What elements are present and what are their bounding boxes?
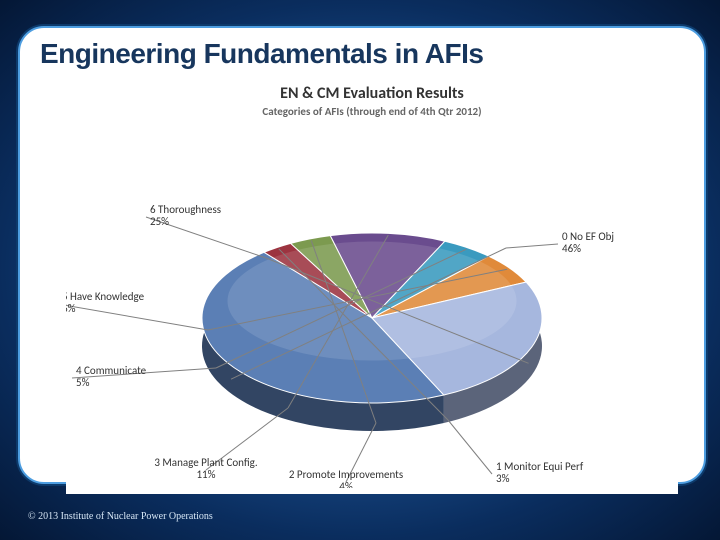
- content-frame: Engineering Fundamentals in AFIs EN & CM…: [18, 26, 706, 484]
- pie-chart: 0 No EF Obj46% 1 Monitor Equi Perf3% 2 Pro…: [66, 118, 678, 488]
- chart-area: EN & CM Evaluation Results Categories of…: [66, 84, 678, 494]
- slice-label: 2 Promote Improvements4%: [289, 468, 403, 488]
- chart-title: EN & CM Evaluation Results: [66, 84, 678, 103]
- leader-line: [66, 304, 208, 330]
- chart-subtitle: Categories of AFIs (through end of 4th Q…: [66, 105, 678, 118]
- slice-label: 0 No EF Obj46%: [562, 230, 614, 255]
- copyright-footer: © 2013 Institute of Nuclear Power Operat…: [28, 511, 213, 522]
- slice-label: 4 Communicate5%: [76, 364, 147, 389]
- slide-title: Engineering Fundamentals in AFIs: [20, 28, 704, 76]
- leader-line: [506, 244, 558, 248]
- slice-label: 6 Thoroughness25%: [150, 203, 221, 228]
- slice-label: 5 Have Knowledge6%: [66, 290, 145, 315]
- slice-label: 3 Manage Plant Config.11%: [154, 456, 258, 481]
- slice-label: 1 Monitor Equi Perf3%: [496, 460, 584, 485]
- leader-line: [448, 420, 492, 474]
- slide-background: Engineering Fundamentals in AFIs EN & CM…: [0, 0, 720, 540]
